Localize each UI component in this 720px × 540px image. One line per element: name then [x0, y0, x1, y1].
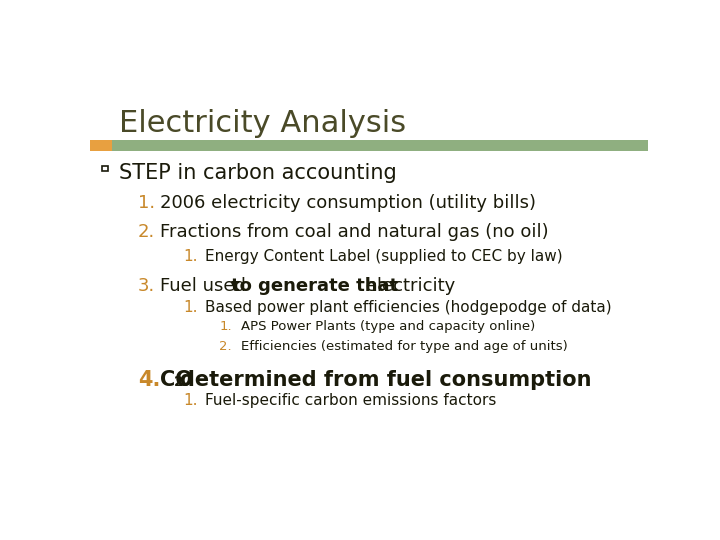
- Text: 2: 2: [174, 375, 184, 389]
- Text: to generate that: to generate that: [230, 278, 398, 295]
- Bar: [112, 140, 648, 151]
- Text: 4.: 4.: [138, 370, 161, 390]
- Text: Energy Content Label (supplied to CEC by law): Energy Content Label (supplied to CEC by…: [204, 249, 562, 264]
- Text: Fuel-specific carbon emissions factors: Fuel-specific carbon emissions factors: [204, 393, 496, 408]
- Text: 2.: 2.: [220, 340, 232, 354]
- Text: Fractions from coal and natural gas (no oil): Fractions from coal and natural gas (no …: [160, 222, 549, 241]
- Text: 3.: 3.: [138, 278, 156, 295]
- Text: 1.: 1.: [183, 393, 197, 408]
- Bar: [102, 166, 108, 171]
- Bar: [90, 140, 112, 151]
- Text: 1.: 1.: [183, 249, 197, 264]
- Text: Efficiencies (estimated for type and age of units): Efficiencies (estimated for type and age…: [241, 340, 568, 354]
- Text: 1.: 1.: [138, 194, 156, 212]
- Text: Based power plant efficiencies (hodgepodge of data): Based power plant efficiencies (hodgepod…: [204, 300, 611, 315]
- Text: Fuel used: Fuel used: [160, 278, 251, 295]
- Text: 1.: 1.: [220, 320, 232, 333]
- Text: 2006 electricity consumption (utility bills): 2006 electricity consumption (utility bi…: [160, 194, 536, 212]
- Text: Electricity Analysis: Electricity Analysis: [120, 110, 407, 138]
- Text: determined from fuel consumption: determined from fuel consumption: [180, 370, 592, 390]
- Text: APS Power Plants (type and capacity online): APS Power Plants (type and capacity onli…: [241, 320, 536, 333]
- Text: CO: CO: [160, 370, 193, 390]
- Text: 2.: 2.: [138, 222, 156, 241]
- Text: STEP in carbon accounting: STEP in carbon accounting: [120, 164, 397, 184]
- Text: electricity: electricity: [360, 278, 456, 295]
- Text: 1.: 1.: [183, 300, 197, 315]
